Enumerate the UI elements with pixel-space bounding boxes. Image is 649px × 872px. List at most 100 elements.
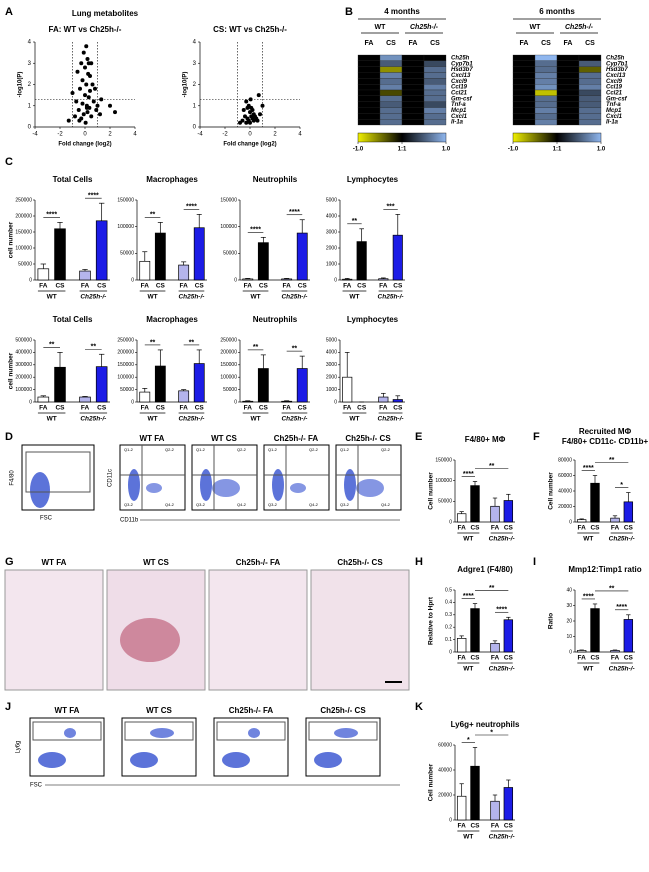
row-label: Cxcl1 bbox=[451, 114, 468, 120]
significance-label: * bbox=[467, 737, 470, 744]
bar bbox=[296, 368, 308, 403]
y-tick-label: 0 bbox=[449, 649, 452, 655]
significance-label: * bbox=[490, 729, 493, 736]
x-tick-label: CS bbox=[504, 655, 514, 662]
flow-density bbox=[356, 479, 384, 497]
cell bbox=[423, 107, 447, 114]
flow-density bbox=[130, 752, 158, 768]
point bbox=[84, 82, 89, 87]
point bbox=[248, 120, 252, 125]
cell bbox=[512, 107, 536, 114]
x-tick-label: FA bbox=[81, 283, 90, 290]
point bbox=[74, 99, 79, 104]
y-tick-label: 50000 bbox=[223, 251, 237, 257]
y-tick-label: 100000 bbox=[220, 375, 237, 381]
row-label: Cxcl13 bbox=[606, 73, 626, 79]
point bbox=[84, 44, 89, 49]
point bbox=[88, 74, 92, 78]
panel-letter: H bbox=[415, 556, 423, 568]
cell bbox=[357, 60, 381, 67]
gate bbox=[216, 721, 286, 741]
column-label: FA bbox=[365, 40, 374, 47]
group-label: Ch25h-/- bbox=[489, 536, 515, 543]
quadrant-label: Q1-2 bbox=[124, 447, 134, 452]
significance-label: ** bbox=[489, 463, 495, 470]
y-tick-label: 400000 bbox=[15, 350, 32, 356]
bar bbox=[623, 619, 634, 653]
x-tick-label: FA bbox=[379, 283, 388, 290]
x-tick-label: CS bbox=[97, 283, 107, 290]
x-tick-label: FA bbox=[491, 823, 500, 830]
panel-letter: D bbox=[5, 431, 13, 443]
chart-title: CS: WT vs Ch25h-/- bbox=[213, 25, 287, 34]
y-tick-label: 250000 bbox=[15, 197, 32, 203]
y-tick-label: 200000 bbox=[117, 350, 134, 356]
point bbox=[90, 82, 95, 87]
panel-letter: G bbox=[5, 556, 14, 568]
bar bbox=[470, 608, 480, 653]
x-tick-label: FA bbox=[491, 655, 500, 662]
cell bbox=[401, 72, 425, 79]
significance-label: **** bbox=[46, 212, 57, 219]
y-tick-label: 0 bbox=[28, 125, 32, 131]
row-label: Cxcl1 bbox=[606, 114, 623, 120]
y-axis-label: cell number bbox=[8, 221, 15, 258]
flow-density bbox=[314, 752, 342, 768]
x-tick-label: FA bbox=[244, 283, 253, 290]
row-label: Cyp7b1 bbox=[451, 61, 473, 67]
chart-title: F4/80+ MΦ bbox=[465, 435, 506, 444]
y-tick-label: 0 bbox=[449, 519, 452, 525]
x-tick-label: CS bbox=[624, 525, 634, 532]
flow-density bbox=[334, 728, 358, 738]
x-tick-label: 4 bbox=[133, 132, 137, 138]
chart-title: Ly6g+ neutrophils bbox=[451, 720, 520, 729]
bar bbox=[490, 800, 500, 821]
column-label: CS bbox=[430, 40, 440, 47]
panel-letter: E bbox=[415, 431, 422, 443]
x-tick-label: CS bbox=[470, 655, 480, 662]
significance-label: **** bbox=[463, 593, 474, 600]
significance-label: ** bbox=[150, 212, 156, 219]
cell bbox=[578, 84, 602, 91]
y-tick-label: 0 bbox=[29, 277, 32, 283]
y-tick-label: 2000 bbox=[326, 245, 337, 251]
cell bbox=[379, 72, 403, 79]
group-label: WT bbox=[349, 416, 359, 423]
sample-title: Ch25h-/- CS bbox=[320, 706, 366, 715]
x-tick-label: CS bbox=[195, 405, 205, 412]
group-label: WT bbox=[148, 294, 158, 301]
column-label: FA bbox=[520, 40, 529, 47]
x-tick-label: CS bbox=[298, 283, 308, 290]
chart-title: Macrophages bbox=[146, 315, 198, 324]
significance-label: **** bbox=[496, 607, 507, 614]
cell bbox=[423, 113, 447, 120]
cell bbox=[578, 66, 602, 73]
column-label: FA bbox=[564, 40, 573, 47]
bar bbox=[139, 260, 151, 281]
x-tick-label: FA bbox=[141, 405, 150, 412]
x-tick-label: -4 bbox=[32, 132, 38, 138]
x-tick-label: FA bbox=[141, 283, 150, 290]
cell bbox=[534, 78, 558, 85]
cell bbox=[578, 72, 602, 79]
cell bbox=[379, 89, 403, 96]
y-tick-label: 0.1 bbox=[445, 637, 452, 643]
y-tick-label: 60000 bbox=[558, 473, 572, 479]
cell bbox=[534, 89, 558, 96]
chart-title: 6 months bbox=[539, 7, 575, 16]
x-tick-label: CS bbox=[55, 283, 65, 290]
x-tick-label: CS bbox=[470, 823, 480, 830]
significance-label: **** bbox=[583, 593, 594, 600]
group-label: Ch25h-/- bbox=[281, 294, 307, 301]
quadrant-label: Q4-2 bbox=[237, 502, 247, 507]
cell bbox=[578, 78, 602, 85]
x-tick-label: CS bbox=[298, 405, 308, 412]
x-tick-label: FA bbox=[491, 525, 500, 532]
x-tick-label: 4 bbox=[298, 132, 302, 138]
point bbox=[78, 86, 82, 91]
y-tick-label: 250000 bbox=[117, 337, 134, 343]
group-label: WT bbox=[47, 416, 57, 423]
chart-title: Mmp12:Timp1 ratio bbox=[568, 565, 641, 574]
y-tick-label: 60000 bbox=[438, 742, 452, 748]
